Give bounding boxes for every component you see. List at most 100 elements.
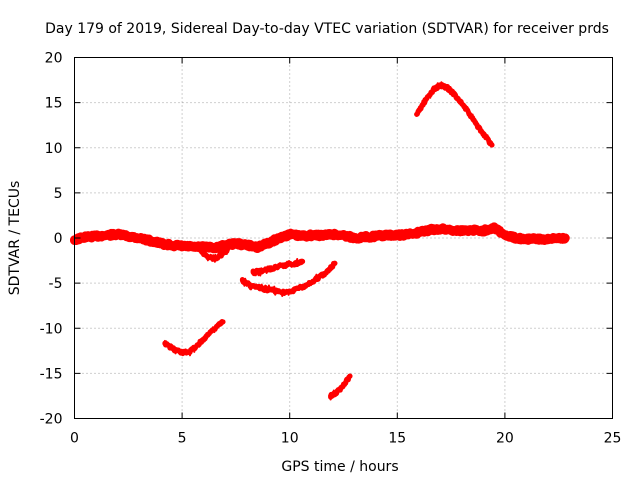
data-point <box>270 287 275 293</box>
data-point <box>239 277 245 283</box>
data-point <box>489 222 499 232</box>
data-point <box>328 393 334 399</box>
data-point <box>196 341 202 347</box>
x-tick-label: 15 <box>388 431 406 447</box>
data-point <box>296 231 305 241</box>
y-tick-label: -5 <box>49 276 63 292</box>
y-axis-label: SDTVAR / TECUs <box>7 181 23 296</box>
data-point <box>242 240 252 250</box>
data-point <box>179 350 185 356</box>
data-point <box>543 235 553 245</box>
data-point <box>171 346 176 352</box>
data-point <box>382 230 391 240</box>
series-seg-a <box>162 319 226 357</box>
data-point <box>102 230 112 240</box>
data-point <box>162 341 168 347</box>
data-point <box>360 232 370 242</box>
data-point <box>261 268 267 273</box>
data-point <box>349 233 359 243</box>
y-tick-label: 0 <box>54 231 63 247</box>
data-point <box>425 225 435 235</box>
data-point <box>371 231 381 241</box>
data-point <box>291 287 297 293</box>
y-tick-label: 15 <box>45 96 63 112</box>
data-point <box>123 231 133 241</box>
x-tick-label: 20 <box>496 431 514 447</box>
data-point <box>532 234 542 244</box>
data-point <box>470 116 476 122</box>
y-tick-label: 10 <box>45 141 63 157</box>
data-point <box>341 382 346 388</box>
data-point <box>209 243 219 253</box>
data-point <box>199 249 204 254</box>
x-tick-label: 0 <box>70 431 79 447</box>
series-seg-b <box>239 260 338 297</box>
data-point <box>461 103 467 109</box>
series-noise <box>415 81 493 148</box>
data-point <box>145 236 155 246</box>
data-point <box>218 252 224 258</box>
chart-title: Day 179 of 2019, Sidereal Day-to-day VTE… <box>45 21 609 37</box>
series-seg-d <box>328 373 353 401</box>
data-point <box>302 283 308 289</box>
data-point <box>437 83 443 88</box>
data-point <box>293 260 299 266</box>
data-point <box>177 241 187 251</box>
data-point <box>250 269 256 275</box>
data-point <box>224 247 230 253</box>
data-point <box>414 228 424 238</box>
data-point <box>422 98 428 104</box>
data-point <box>468 225 478 235</box>
data-point <box>166 240 176 250</box>
data-point <box>521 234 531 244</box>
data-point <box>431 86 437 92</box>
series-noise <box>329 373 351 401</box>
series-noise <box>241 261 336 297</box>
data-series <box>70 81 570 401</box>
y-tick-label: -20 <box>40 412 63 428</box>
data-point <box>274 233 284 243</box>
axis-ticks: 0 5 10 15 20 25 -20 -15 -10 -5 0 5 10 15 20 <box>40 51 622 447</box>
data-point <box>211 256 217 262</box>
data-point <box>300 259 306 264</box>
data-point <box>478 226 488 236</box>
y-tick-label: -15 <box>40 366 63 382</box>
data-point <box>489 142 495 148</box>
data-point <box>134 233 144 243</box>
data-point <box>332 260 338 266</box>
data-point <box>511 233 521 243</box>
data-point <box>285 229 295 239</box>
data-point <box>328 229 338 239</box>
x-axis-label: GPS time / hours <box>281 459 398 475</box>
data-point <box>457 226 467 236</box>
data-point <box>306 230 316 240</box>
data-point <box>500 230 510 240</box>
data-point <box>554 233 564 243</box>
data-point <box>435 224 445 234</box>
data-point <box>323 269 329 275</box>
series-dip-6-7 <box>199 247 230 263</box>
data-point <box>188 348 194 354</box>
data-point <box>444 84 450 90</box>
data-point <box>414 111 420 117</box>
data-point <box>205 254 211 260</box>
x-tick-label: 5 <box>178 431 187 447</box>
y-tick-label: 5 <box>54 186 63 202</box>
x-tick-label: 25 <box>604 431 622 447</box>
data-point <box>156 238 166 248</box>
data-point <box>248 283 254 289</box>
data-point <box>334 389 340 395</box>
data-point <box>91 231 101 241</box>
data-point <box>252 242 262 252</box>
data-point <box>392 230 402 240</box>
data-point <box>317 230 327 240</box>
data-point <box>282 262 288 268</box>
series-line <box>239 260 338 296</box>
y-tick-label: 20 <box>45 51 63 67</box>
data-point <box>259 286 265 291</box>
x-tick-label: 10 <box>281 431 299 447</box>
data-point <box>478 129 484 134</box>
series-arc-high <box>414 81 495 148</box>
y-tick-label: -10 <box>40 321 63 337</box>
